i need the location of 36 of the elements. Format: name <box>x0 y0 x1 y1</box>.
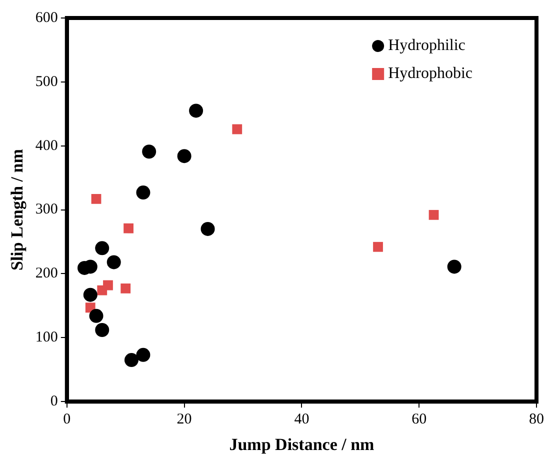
x-tick-label: 20 <box>176 412 192 428</box>
point <box>89 308 104 323</box>
legend-label: Hydrophilic <box>388 37 466 54</box>
point <box>373 242 383 252</box>
point <box>232 124 242 134</box>
point <box>95 241 110 256</box>
point <box>95 322 110 337</box>
x-axis-title: Jump Distance / nm <box>229 435 374 454</box>
y-tick-label: 400 <box>35 138 58 154</box>
point <box>124 353 138 368</box>
point <box>142 144 156 159</box>
x-tick-label: 80 <box>529 412 544 428</box>
point <box>136 186 150 200</box>
point <box>83 288 98 302</box>
y-tick-label: 100 <box>35 330 58 346</box>
y-tick-label: 600 <box>35 10 58 26</box>
point <box>447 260 462 274</box>
point <box>189 104 204 118</box>
y-tick-label: 300 <box>35 202 58 218</box>
point <box>103 280 113 290</box>
x-tick-label: 0 <box>63 412 71 428</box>
point <box>120 283 131 294</box>
point <box>106 255 121 270</box>
y-tick-label: 500 <box>35 74 58 90</box>
y-tick-label: 0 <box>50 394 58 410</box>
point <box>428 210 439 220</box>
y-tick-label: 200 <box>35 266 58 282</box>
y-axis-title: Slip Length / nm <box>8 149 27 271</box>
point <box>136 348 150 362</box>
point <box>177 149 192 164</box>
legend-label: Hydrophobic <box>388 65 473 82</box>
x-tick-label: 60 <box>412 412 427 428</box>
point <box>124 223 134 234</box>
point <box>200 222 215 236</box>
x-tick-label: 40 <box>294 412 310 428</box>
point <box>91 194 102 204</box>
